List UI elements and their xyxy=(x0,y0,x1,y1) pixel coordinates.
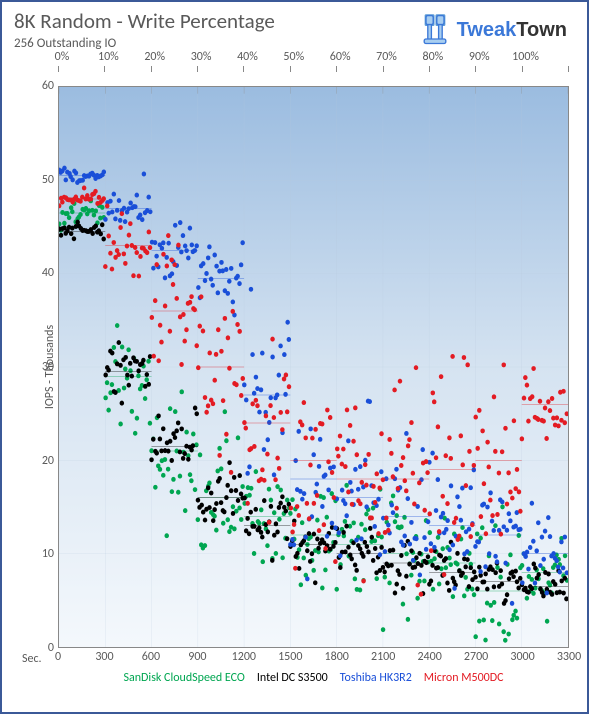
legend: SanDisk CloudSpeed ECO Intel DC S3500 Tosh… xyxy=(58,670,569,702)
x-axis-tick: 3300 xyxy=(557,650,581,664)
legend-item: Toshiba HK3R2 xyxy=(340,671,412,685)
legend-item: Micron M500DC xyxy=(424,671,504,685)
x-axis-tick: 600 xyxy=(142,650,160,664)
x-axis-label: Sec. xyxy=(22,652,42,666)
y-axis-tick: 30 xyxy=(42,360,54,374)
scatter-svg xyxy=(59,87,568,647)
top-axis-tick: 30% xyxy=(197,66,243,72)
y-axis-tick: 10 xyxy=(42,547,54,561)
x-axis-tick: 3000 xyxy=(510,650,534,664)
x-axis-tick: 300 xyxy=(95,650,113,664)
plot-area xyxy=(58,86,569,648)
x-axis-tick: 2700 xyxy=(464,650,488,664)
x-axis: 0300600900120015001800210024002700300033… xyxy=(58,648,569,668)
x-axis-tick: 1200 xyxy=(232,650,256,664)
top-axis-tick: 80% xyxy=(429,66,475,72)
top-axis-tick: 100% xyxy=(522,66,569,72)
x-axis-tick: 1800 xyxy=(325,650,349,664)
top-axis-tick: 20% xyxy=(151,66,197,72)
top-axis-tick: 50% xyxy=(290,66,336,72)
top-axis-tick: 0% xyxy=(58,66,104,72)
tweaktown-logo: TweakTown xyxy=(417,12,567,48)
x-axis-tick: 0 xyxy=(55,650,61,664)
y-axis: IOPS - Thousands 0102030405060 xyxy=(2,86,58,648)
top-axis-tick: 90% xyxy=(475,66,521,72)
top-axis-tick: 40% xyxy=(243,66,289,72)
y-axis-tick: 20 xyxy=(42,454,54,468)
logo-icon xyxy=(417,12,453,48)
x-axis-tick: 1500 xyxy=(278,650,302,664)
x-axis-tick: 900 xyxy=(188,650,206,664)
legend-item: SanDisk CloudSpeed ECO xyxy=(123,671,244,685)
legend-item: Intel DC S3500 xyxy=(257,671,328,685)
logo-text: TweakTown xyxy=(457,19,567,42)
y-axis-tick: 40 xyxy=(42,266,54,280)
top-axis: 0%10%20%30%40%50%60%70%80%90%100% xyxy=(58,66,569,86)
top-axis-tick: 10% xyxy=(104,66,150,72)
x-axis-tick: 2400 xyxy=(417,650,441,664)
y-axis-tick: 0 xyxy=(48,641,54,655)
top-axis-tick: 70% xyxy=(383,66,429,72)
y-axis-tick: 50 xyxy=(42,173,54,187)
x-axis-tick: 2100 xyxy=(371,650,395,664)
y-axis-tick: 60 xyxy=(42,79,54,93)
top-axis-tick: 60% xyxy=(336,66,382,72)
